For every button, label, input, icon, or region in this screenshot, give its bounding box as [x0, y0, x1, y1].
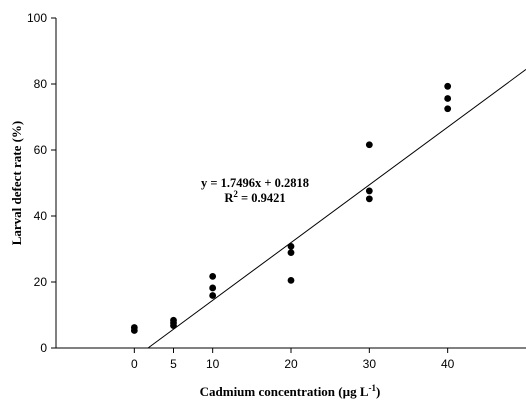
x-axis-title-main: Cadmium concentration (µg L — [200, 384, 369, 399]
y-ticks: 0 20 40 60 80 100 — [27, 11, 56, 355]
r-squared-value: = 0.9421 — [238, 191, 286, 205]
data-point — [365, 187, 373, 195]
y-tick-label: 100 — [27, 11, 47, 25]
y-tick-label: 80 — [34, 77, 48, 91]
data-point — [365, 195, 373, 203]
data-point — [209, 284, 217, 292]
data-point — [209, 272, 217, 280]
y-tick-label: 40 — [34, 209, 48, 223]
data-point — [444, 82, 452, 90]
y-axis-title: Larval defect rate (%) — [9, 121, 24, 246]
x-axis-title-suffix: ) — [376, 384, 380, 399]
data-point — [130, 324, 138, 331]
x-tick-label: 5 — [170, 357, 177, 371]
regression-line — [147, 69, 526, 349]
y-tick-label: 60 — [34, 143, 48, 157]
x-tick-label: 30 — [363, 357, 377, 371]
r-squared-prefix: R — [224, 191, 234, 205]
r-squared-label: R2 = 0.9421 — [224, 189, 285, 205]
x-ticks: 0 5 10 20 30 40 — [131, 348, 455, 371]
data-points — [130, 82, 452, 334]
data-point — [209, 292, 217, 299]
data-point — [287, 242, 295, 250]
x-axis-title: Cadmium concentration (µg L-1) — [200, 383, 381, 399]
y-tick-label: 20 — [34, 275, 48, 289]
data-point — [170, 316, 177, 324]
x-tick-label: 40 — [441, 357, 455, 371]
x-axis-title-superscript: -1 — [369, 383, 377, 393]
equation-label: y = 1.7496x + 0.2818 — [201, 176, 309, 190]
x-tick-label: 0 — [131, 357, 138, 371]
y-tick-label: 0 — [40, 341, 47, 355]
data-point — [287, 276, 295, 284]
regression-group — [147, 69, 526, 349]
data-point — [444, 95, 452, 102]
x-tick-label: 10 — [206, 357, 220, 371]
x-tick-label: 20 — [284, 357, 298, 371]
data-point — [365, 141, 373, 149]
data-point — [444, 105, 452, 113]
data-point — [287, 249, 295, 257]
r-squared-superscript: 2 — [233, 189, 238, 199]
